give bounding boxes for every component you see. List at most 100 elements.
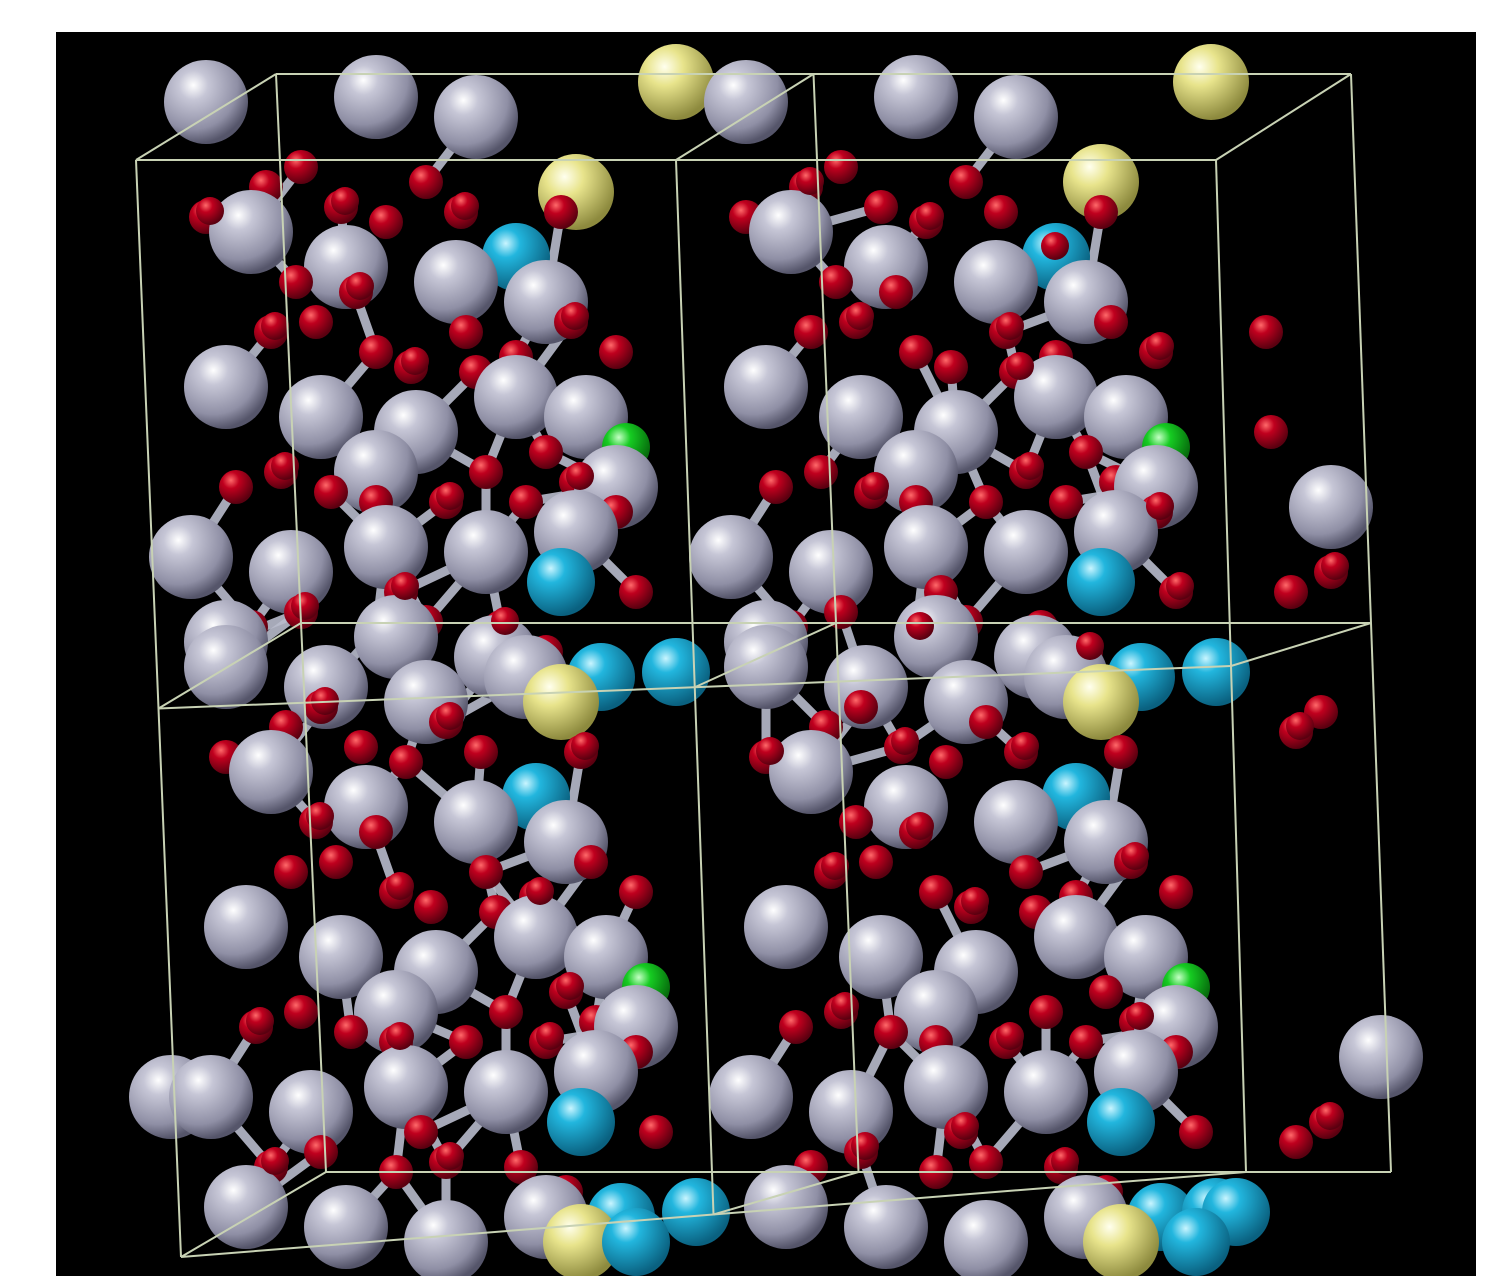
oxygen-atom xyxy=(1094,305,1128,339)
large-grey-atom xyxy=(344,505,428,589)
large-grey-atom xyxy=(744,885,828,969)
cyan-atom xyxy=(642,638,710,706)
oxygen-atom xyxy=(306,802,334,830)
large-grey-atom xyxy=(149,515,233,599)
oxygen-atom xyxy=(824,150,858,184)
oxygen-atom xyxy=(851,1132,879,1160)
large-grey-atom xyxy=(184,345,268,429)
oxygen-atom xyxy=(861,472,889,500)
large-grey-atom xyxy=(689,515,773,599)
oxygen-atom xyxy=(469,455,503,489)
oxygen-atom xyxy=(346,272,374,300)
oxygen-atom xyxy=(344,730,378,764)
large-grey-atom xyxy=(1004,1050,1088,1134)
oxygen-atom xyxy=(526,877,554,905)
large-grey-atom xyxy=(404,1200,488,1276)
oxygen-atom xyxy=(1041,232,1069,260)
oxygen-atom xyxy=(271,452,299,480)
oxygen-atom xyxy=(839,805,873,839)
structure-viewer[interactable] xyxy=(56,32,1476,1276)
oxygen-atom xyxy=(334,1015,368,1049)
oxygen-atom xyxy=(504,1150,538,1184)
oxygen-atom xyxy=(261,1147,289,1175)
oxygen-atom xyxy=(864,190,898,224)
oxygen-atom xyxy=(844,690,878,724)
oxygen-atom xyxy=(469,855,503,889)
unit-cell-outline xyxy=(135,73,1392,1258)
large-grey-atom xyxy=(434,75,518,159)
oxygen-atom xyxy=(969,705,1003,739)
large-grey-atom xyxy=(809,1070,893,1154)
oxygen-atom xyxy=(1051,1147,1079,1175)
oxygen-atom xyxy=(414,890,448,924)
oxygen-atom xyxy=(561,302,589,330)
oxygen-atom xyxy=(639,1115,673,1149)
cell-edge xyxy=(1230,622,1372,667)
oxygen-atom xyxy=(391,572,419,600)
oxygen-atom xyxy=(969,485,1003,519)
oxygen-atom xyxy=(1009,855,1043,889)
oxygen-atom xyxy=(1011,732,1039,760)
yellow-atom xyxy=(1173,44,1249,120)
crystal-structure-render[interactable] xyxy=(56,32,1476,1276)
cell-edge xyxy=(180,1171,327,1258)
large-grey-atom xyxy=(299,915,383,999)
large-grey-atom xyxy=(354,970,438,1054)
cell-edge xyxy=(675,73,815,161)
cell-edge xyxy=(713,1171,859,1216)
oxygen-atom xyxy=(794,315,828,349)
oxygen-atom xyxy=(449,1025,483,1059)
large-grey-atom xyxy=(164,60,248,144)
large-grey-atom xyxy=(334,55,418,139)
cell-edge xyxy=(135,73,277,161)
large-grey-atom xyxy=(819,375,903,459)
oxygen-atom xyxy=(919,875,953,909)
oxygen-atom xyxy=(436,702,464,730)
large-grey-atom xyxy=(839,915,923,999)
oxygen-atom xyxy=(1286,712,1314,740)
oxygen-atom xyxy=(891,727,919,755)
large-grey-atom xyxy=(1034,895,1118,979)
large-grey-atom xyxy=(944,1200,1028,1276)
oxygen-atom xyxy=(756,737,784,765)
oxygen-atom xyxy=(491,607,519,635)
oxygen-atom xyxy=(874,1015,908,1049)
oxygen-atom xyxy=(1084,195,1118,229)
large-grey-atom xyxy=(874,55,958,139)
large-grey-atom xyxy=(954,240,1038,324)
large-grey-atom xyxy=(984,510,1068,594)
oxygen-atom xyxy=(359,815,393,849)
large-grey-atom xyxy=(169,1055,253,1139)
cyan-atom xyxy=(1182,638,1250,706)
oxygen-atom xyxy=(899,335,933,369)
oxygen-atom xyxy=(359,335,393,369)
large-grey-atom xyxy=(279,375,363,459)
oxygen-atom xyxy=(934,350,968,384)
oxygen-atom xyxy=(1179,1115,1213,1149)
oxygen-atom xyxy=(961,887,989,915)
oxygen-atom xyxy=(619,575,653,609)
large-grey-atom xyxy=(1339,1015,1423,1099)
oxygen-atom xyxy=(1121,842,1149,870)
oxygen-atom xyxy=(831,992,859,1020)
large-grey-atom xyxy=(1289,465,1373,549)
cyan-atom xyxy=(1067,548,1135,616)
cell-edge xyxy=(694,622,837,689)
oxygen-atom xyxy=(619,875,653,909)
oxygen-atom xyxy=(436,1142,464,1170)
oxygen-atom xyxy=(1049,485,1083,519)
oxygen-atom xyxy=(906,812,934,840)
oxygen-atom xyxy=(916,202,944,230)
large-grey-atom xyxy=(434,780,518,864)
oxygen-atom xyxy=(291,592,319,620)
oxygen-atom xyxy=(1274,575,1308,609)
oxygen-atom xyxy=(331,187,359,215)
large-grey-atom xyxy=(1014,355,1098,439)
large-grey-atom xyxy=(769,730,853,814)
oxygen-atom xyxy=(489,995,523,1029)
oxygen-atom xyxy=(1076,632,1104,660)
oxygen-atom xyxy=(1166,572,1194,600)
oxygen-atom xyxy=(386,872,414,900)
yellow-atom xyxy=(523,664,599,740)
oxygen-atom xyxy=(879,275,913,309)
